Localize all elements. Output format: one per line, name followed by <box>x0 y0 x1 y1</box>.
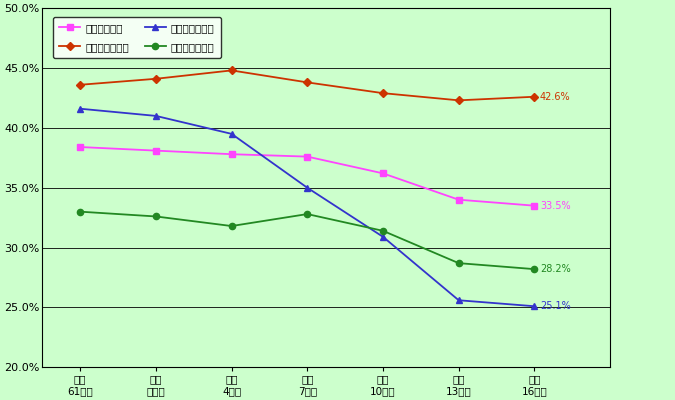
Legend: 大学全体・計, 大学全体・国立, 大学全体・公立, 大学全体・私立: 大学全体・計, 大学全体・国立, 大学全体・公立, 大学全体・私立 <box>53 17 221 58</box>
大学全体・公立 <box>76 106 84 111</box>
大学全体・私立 <box>531 267 539 272</box>
Line: 大学全体・私立: 大学全体・私立 <box>77 208 537 272</box>
大学全体・公立 <box>455 298 463 303</box>
大学全体・私立 <box>379 228 387 233</box>
大学全体・公立 <box>303 185 311 190</box>
大学全体・計 <box>76 145 84 150</box>
大学全体・国立 <box>531 94 539 99</box>
Text: 28.2%: 28.2% <box>540 264 570 274</box>
大学全体・国立 <box>227 68 236 73</box>
大学全体・計 <box>455 197 463 202</box>
大学全体・公立 <box>152 114 160 118</box>
大学全体・計 <box>152 148 160 153</box>
大学全体・私立 <box>152 214 160 219</box>
Line: 大学全体・計: 大学全体・計 <box>77 144 537 209</box>
大学全体・計 <box>531 203 539 208</box>
大学全体・公立 <box>379 234 387 239</box>
大学全体・国立 <box>152 76 160 81</box>
大学全体・国立 <box>76 82 84 87</box>
大学全体・計 <box>379 171 387 176</box>
大学全体・私立 <box>303 212 311 216</box>
Text: 33.5%: 33.5% <box>540 201 570 211</box>
大学全体・私立 <box>76 209 84 214</box>
Text: 25.1%: 25.1% <box>540 301 570 311</box>
大学全体・私立 <box>227 224 236 228</box>
大学全体・国立 <box>303 80 311 85</box>
大学全体・計 <box>227 152 236 157</box>
Text: 42.6%: 42.6% <box>540 92 570 102</box>
大学全体・公立 <box>531 304 539 309</box>
Line: 大学全体・公立: 大学全体・公立 <box>77 106 537 309</box>
大学全体・国立 <box>455 98 463 103</box>
大学全体・計 <box>303 154 311 159</box>
大学全体・国立 <box>379 91 387 96</box>
大学全体・私立 <box>455 261 463 266</box>
Line: 大学全体・国立: 大学全体・国立 <box>77 67 537 104</box>
大学全体・公立 <box>227 132 236 136</box>
